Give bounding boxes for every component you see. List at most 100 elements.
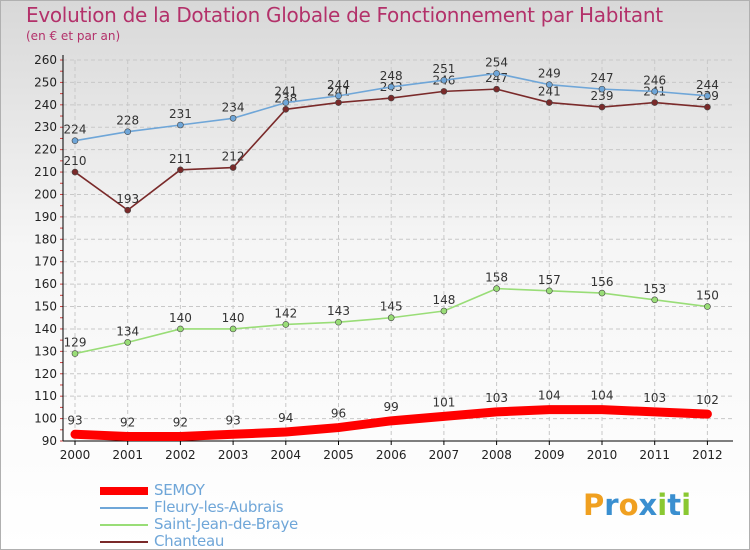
data-point [440,88,448,95]
data-label: 244 [696,78,719,92]
logo-letter: x [638,488,658,522]
y-tick-label: 120 [34,367,57,381]
x-tick-label: 2007 [429,448,460,462]
data-point [71,168,79,176]
data-label: 140 [222,311,245,325]
data-point [651,88,659,95]
data-label: 241 [274,85,297,99]
legend-label-saint-jean: Saint-Jean-de-Braye [154,515,298,533]
data-label: 241 [538,85,561,99]
legend-label-semoy: SEMOY [154,481,205,499]
data-label: 93 [225,413,240,427]
y-tick-label: 100 [34,412,57,426]
data-point [545,81,553,88]
legend-item-saint-jean: Saint-Jean-de-Braye [100,515,360,533]
data-point [124,206,131,214]
data-point [704,303,711,310]
y-tick-label: 180 [34,232,57,246]
data-point [177,166,184,174]
y-tick-label: 160 [34,277,57,291]
legend-swatch-semoy [100,487,148,495]
data-point [71,350,79,357]
legend-item-chanteau: Chanteau [100,532,360,550]
y-tick-label: 260 [34,53,57,67]
y-tick-label: 240 [34,98,57,112]
data-label: 92 [120,416,135,430]
data-label: 193 [116,192,139,206]
x-tick-label: 2005 [323,448,354,462]
y-tick-label: 130 [34,344,57,358]
data-label: 231 [169,107,192,121]
data-label: 104 [538,389,561,403]
data-label: 158 [485,271,508,285]
y-tick-label: 190 [34,210,57,224]
data-point [493,285,500,292]
data-point [177,325,184,333]
data-point [124,128,131,136]
data-point [440,76,448,84]
legend-item-fleury: Fleury-les-Aubrais [100,498,360,516]
y-tick-label: 90 [42,434,57,448]
data-point [598,289,606,297]
data-label: 103 [643,391,666,405]
data-label: 94 [278,411,293,425]
data-label: 92 [173,416,188,430]
x-tick-label: 2003 [218,448,249,462]
data-label: 244 [327,78,350,92]
y-tick-label: 110 [34,389,57,403]
y-tick-label: 200 [34,187,57,201]
data-point [229,164,237,171]
legend-swatch-chanteau [100,541,148,543]
data-point [598,103,606,111]
data-label: 142 [274,306,297,320]
data-label: 254 [485,55,508,69]
data-label: 102 [696,393,719,407]
data-label: 103 [485,391,508,405]
data-label: 239 [591,89,614,103]
x-tick-label: 2012 [692,448,723,462]
data-label: 93 [67,413,82,427]
data-label: 143 [327,304,350,318]
data-point [335,92,342,100]
data-point [282,106,290,113]
x-tick-label: 2011 [639,448,670,462]
data-point [282,99,290,106]
data-point [177,121,184,129]
legend-label-fleury: Fleury-les-Aubrais [154,498,284,516]
data-label: 157 [538,273,561,287]
data-label: 228 [116,114,139,128]
data-point [651,99,659,106]
logo-letter: i [657,488,668,522]
data-label: 101 [432,395,455,409]
data-point [229,114,237,122]
y-tick-label: 210 [34,165,57,179]
data-label: 148 [432,293,455,307]
x-tick-label: 2000 [60,448,91,462]
data-label: 224 [64,123,87,137]
data-label: 134 [116,324,139,338]
data-point [651,296,659,304]
data-label: 247 [591,71,614,85]
data-label: 99 [384,400,399,414]
data-label: 153 [643,282,666,296]
data-label: 248 [380,69,403,83]
data-label: 96 [331,407,346,421]
y-tick-label: 170 [34,255,57,269]
chart-subtitle: (en € et par an) [26,29,121,43]
legend-swatch-fleury [100,507,148,509]
x-tick-label: 2001 [112,448,143,462]
data-label: 145 [380,300,403,314]
data-label: 249 [538,67,561,81]
data-label: 212 [222,150,245,164]
data-point [124,339,131,346]
data-point [440,307,448,315]
data-label: 104 [591,389,614,403]
series-line-semoy [70,405,712,442]
logo-letter: t [667,488,682,522]
logo-letter: i [681,488,692,522]
data-label: 234 [222,100,245,114]
data-point [545,99,553,106]
data-label: 246 [643,73,666,87]
x-tick-label: 2004 [271,448,302,462]
